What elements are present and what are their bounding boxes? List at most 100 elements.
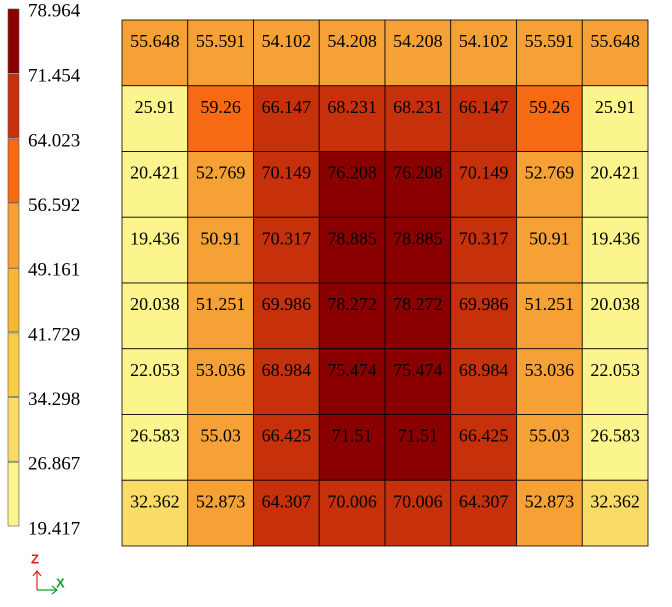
cell-value: 69.986 bbox=[262, 294, 312, 314]
heatmap-cell bbox=[253, 85, 320, 152]
cell-value: 75.474 bbox=[393, 360, 443, 380]
heatmap-cell bbox=[121, 479, 189, 547]
heatmap-cell bbox=[253, 282, 320, 350]
heatmap-cell bbox=[253, 348, 320, 415]
cell-value: 55.648 bbox=[130, 31, 180, 51]
cell-value: 70.149 bbox=[459, 163, 509, 183]
cell-value: 70.006 bbox=[327, 491, 377, 511]
heatmap-cell bbox=[384, 85, 452, 152]
heatmap-cell bbox=[516, 85, 583, 152]
cell-value: 53.036 bbox=[196, 360, 246, 380]
cell-value: 75.474 bbox=[327, 360, 377, 380]
heatmap-cell bbox=[187, 282, 254, 350]
cell-value: 55.648 bbox=[590, 31, 640, 51]
heatmap-cell bbox=[121, 414, 189, 481]
cell-value: 68.231 bbox=[327, 97, 377, 117]
heatmap-cell bbox=[318, 414, 386, 481]
heatmap-cell bbox=[187, 479, 254, 547]
colorbar-segment bbox=[7, 397, 20, 462]
cell-value: 70.006 bbox=[393, 491, 443, 511]
cell-value: 22.053 bbox=[130, 360, 180, 380]
heatmap-cell bbox=[516, 414, 583, 481]
heatmap-cell bbox=[384, 216, 452, 284]
cell-value: 66.425 bbox=[459, 426, 509, 446]
heatmap-cell bbox=[384, 19, 452, 87]
heatmap-cell bbox=[516, 282, 583, 350]
cell-value: 70.149 bbox=[262, 163, 312, 183]
heatmap-cell bbox=[384, 348, 452, 415]
heatmap-cell bbox=[318, 151, 386, 218]
colorbar-tick-label: 34.298 bbox=[28, 389, 80, 410]
cell-value: 51.251 bbox=[525, 294, 575, 314]
cell-value: 52.769 bbox=[525, 163, 575, 183]
colorbar-tick-label: 71.454 bbox=[28, 66, 81, 87]
cell-value: 50.91 bbox=[200, 228, 241, 248]
heatmap-cell bbox=[450, 479, 517, 547]
cell-value: 20.421 bbox=[590, 163, 640, 183]
cell-value: 32.362 bbox=[130, 491, 180, 511]
cell-value: 71.51 bbox=[332, 426, 373, 446]
heatmap-cell bbox=[450, 19, 517, 87]
cell-value: 50.91 bbox=[529, 228, 570, 248]
colorbar-tick-label: 41.729 bbox=[28, 324, 80, 345]
heatmap-cell bbox=[121, 151, 189, 218]
cell-value: 78.272 bbox=[327, 294, 377, 314]
heatmap-cell bbox=[581, 414, 649, 481]
heatmap-cell bbox=[318, 216, 386, 284]
heatmap-cell bbox=[253, 479, 320, 547]
heatmap-cell bbox=[318, 282, 386, 350]
heatmap-cell bbox=[121, 216, 189, 284]
cell-value: 78.272 bbox=[393, 294, 443, 314]
colorbar-segment bbox=[7, 203, 20, 268]
cell-value: 76.208 bbox=[327, 163, 377, 183]
heatmap-cell bbox=[516, 151, 583, 218]
cell-value: 52.769 bbox=[196, 163, 246, 183]
cell-value: 66.425 bbox=[262, 426, 312, 446]
colorbar-tick-label: 49.161 bbox=[28, 260, 80, 281]
cell-value: 20.421 bbox=[130, 163, 180, 183]
cell-value: 25.91 bbox=[135, 97, 176, 117]
colorbar-segment bbox=[7, 138, 20, 203]
heatmap-cell bbox=[450, 414, 517, 481]
cell-value: 53.036 bbox=[525, 360, 575, 380]
colorbar-tick-label: 19.417 bbox=[28, 518, 80, 539]
colorbar-tick-label: 64.023 bbox=[28, 130, 80, 151]
heatmap-cell bbox=[581, 19, 649, 87]
heatmap-cell bbox=[187, 85, 254, 152]
z-label: Z bbox=[31, 551, 39, 566]
colorbar-segment bbox=[7, 267, 20, 333]
heatmap-cell bbox=[253, 414, 320, 481]
heatmap-cell bbox=[253, 216, 320, 284]
heatmap-cell bbox=[187, 348, 254, 415]
colorbar-segment bbox=[7, 8, 20, 74]
heatmap-cell bbox=[581, 151, 649, 218]
heatmap-cell bbox=[384, 151, 452, 218]
x-arrowhead bbox=[51, 585, 58, 595]
cell-value: 71.51 bbox=[398, 426, 439, 446]
heatmap-cell bbox=[516, 479, 583, 547]
colorbar-tick-label: 78.964 bbox=[28, 0, 81, 21]
cell-value: 55.591 bbox=[196, 31, 246, 51]
heatmap-cell bbox=[450, 151, 517, 218]
colorbar-segment bbox=[7, 332, 20, 397]
heatmap-cell bbox=[318, 348, 386, 415]
cell-value: 78.885 bbox=[393, 228, 443, 248]
cell-value: 68.231 bbox=[393, 97, 443, 117]
z-arrowhead bbox=[32, 570, 42, 577]
heatmap-cell bbox=[384, 479, 452, 547]
cell-value: 20.038 bbox=[590, 294, 640, 314]
cell-value: 64.307 bbox=[262, 491, 312, 511]
cell-value: 68.984 bbox=[262, 360, 312, 380]
colorbar-segment bbox=[7, 461, 20, 527]
cell-value: 52.873 bbox=[525, 491, 575, 511]
heatmap-cell bbox=[318, 85, 386, 152]
cell-value: 20.038 bbox=[130, 294, 180, 314]
cell-value: 59.26 bbox=[529, 97, 570, 117]
heatmap-cell bbox=[187, 414, 254, 481]
cell-value: 55.03 bbox=[200, 426, 241, 446]
heatmap-cell bbox=[253, 19, 320, 87]
cell-value: 22.053 bbox=[590, 360, 640, 380]
cell-value: 26.583 bbox=[130, 426, 180, 446]
heatmap-cell bbox=[450, 282, 517, 350]
cell-value: 70.317 bbox=[459, 228, 509, 248]
